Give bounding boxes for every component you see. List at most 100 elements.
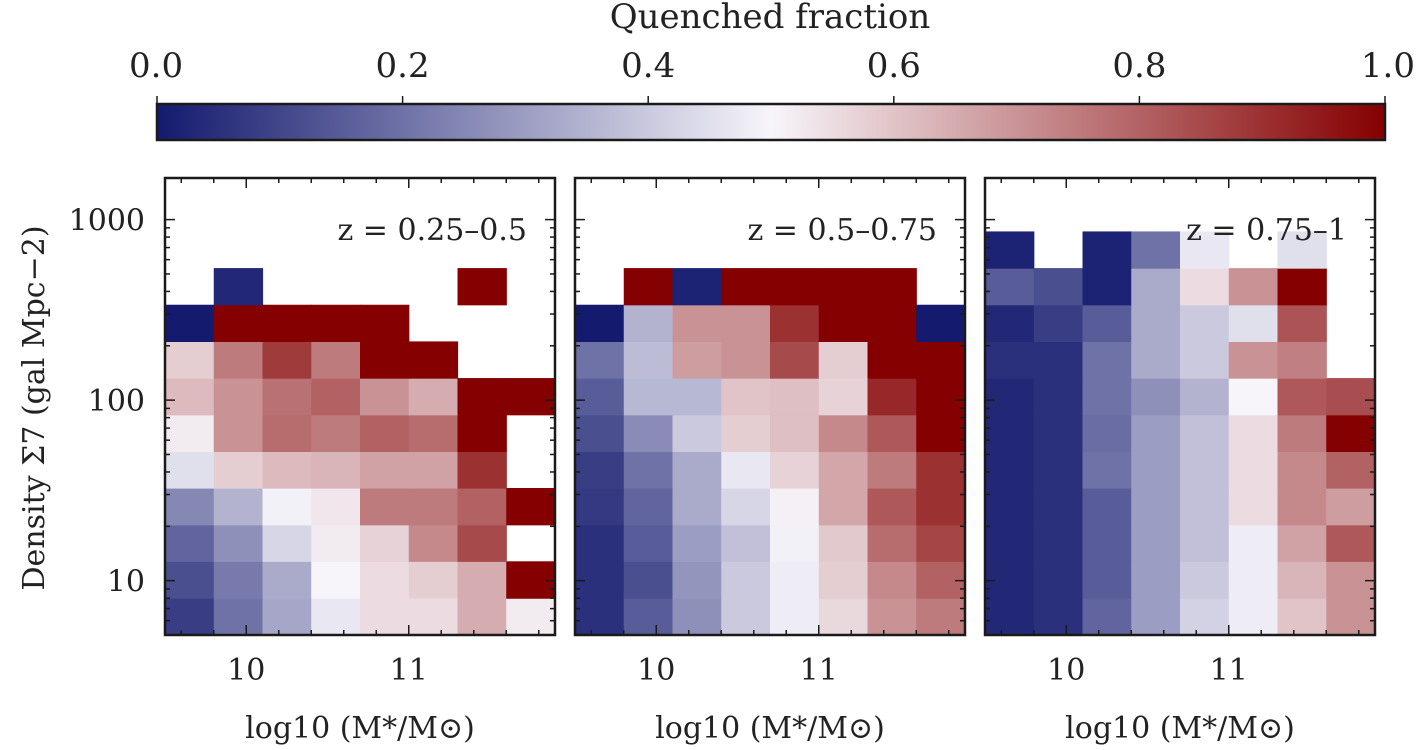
x-tick-label: 10 [1047, 653, 1085, 688]
heatmap-cell [916, 488, 966, 526]
heatmap-cell [311, 414, 361, 452]
heatmap-cell [623, 488, 674, 526]
heatmap-cell [262, 304, 312, 343]
heatmap-cell [770, 598, 820, 636]
heatmap-cell [1033, 268, 1084, 306]
heatmap-cell [721, 341, 771, 379]
heatmap-cell [1277, 414, 1327, 452]
heatmap-cell [165, 304, 215, 343]
panel-frame [573, 176, 967, 637]
y-tick-label: 100 [88, 384, 145, 419]
panel-label: z = 0.5–0.75 [747, 213, 937, 248]
heatmap-cell [506, 598, 556, 636]
x-tick-label: 10 [227, 653, 265, 688]
heatmap-cell [1326, 378, 1376, 416]
heatmap-cell [867, 378, 917, 416]
heatmap-cell [360, 488, 410, 526]
heatmap-cell [1082, 598, 1132, 636]
heatmap-cell [1180, 231, 1230, 269]
heatmap-cell [457, 561, 507, 599]
heatmap-cell [360, 451, 410, 489]
heatmap-cell [165, 414, 215, 452]
panel: 10 11 log10 (M*/M⊙) z = 0.5–0.75 [573, 176, 967, 746]
heatmap-cell [1082, 488, 1132, 526]
heatmap-cell [1033, 341, 1084, 379]
heatmap-cell [916, 378, 966, 416]
heatmap-cell [506, 378, 556, 416]
colorbar-tick-label: 0.0 [129, 46, 183, 86]
heatmap-cell [818, 561, 869, 599]
heatmap-cell [1082, 524, 1132, 562]
heatmap-cell [623, 268, 674, 306]
heatmap-cell [818, 451, 869, 489]
heatmap-cell [1180, 268, 1230, 306]
heatmap-cell [916, 451, 966, 489]
heatmap-cell [1033, 304, 1084, 343]
heatmap-cell [818, 598, 869, 636]
heatmap-cell [1277, 488, 1327, 526]
heatmap-cell [721, 488, 771, 526]
heatmap-cell [165, 451, 215, 489]
heatmap-cell [1082, 414, 1132, 452]
heatmap-cell [1180, 378, 1230, 416]
heatmap-cell [623, 304, 674, 343]
colorbar-tick-label: 0.6 [867, 46, 921, 86]
heatmap-cell [408, 488, 459, 526]
heatmap-cell [1033, 598, 1084, 636]
heatmap-cell [165, 488, 215, 526]
heatmap-cell [213, 414, 264, 452]
heatmap-cell [721, 268, 771, 306]
heatmap-cell [672, 268, 722, 306]
heatmap-cell [672, 524, 722, 562]
heatmap-cell [985, 378, 1035, 416]
x-axis-title: log10 (M*/M⊙) [655, 711, 885, 746]
heatmap-cell [721, 378, 771, 416]
heatmap-cell [575, 378, 625, 416]
heatmap-cell [457, 488, 507, 526]
heatmap-cell [818, 488, 869, 526]
heatmap-cell [575, 598, 625, 636]
heatmap-cell [1277, 268, 1327, 306]
heatmap-cell [672, 598, 722, 636]
heatmap-cell [770, 561, 820, 599]
heatmap-cell [575, 524, 625, 562]
heatmap-cell [818, 378, 869, 416]
heatmap-cell [311, 378, 361, 416]
heatmap-cell [360, 341, 410, 379]
heatmap-cell [1180, 598, 1230, 636]
heatmap-cell [408, 598, 459, 636]
heatmap-cell [770, 451, 820, 489]
heatmap-cell [262, 378, 312, 416]
x-axis-ticks: 10 11 [1000, 178, 1360, 688]
heatmap-cell [506, 488, 556, 526]
heatmap-cell [575, 341, 625, 379]
y-tick-label: 10 [107, 565, 145, 600]
y-axis-title: Density Σ7 (gal Mpc−2) [17, 225, 52, 590]
heatmap-cell [867, 451, 917, 489]
heatmap-cell [1082, 378, 1132, 416]
heatmap-cell [1082, 231, 1132, 269]
heatmap-cell [311, 341, 361, 379]
panel-frame [163, 176, 557, 637]
heatmap-cell [1277, 598, 1327, 636]
heatmap-cell [770, 268, 820, 306]
heatmap-cell [262, 524, 312, 562]
heatmap-cell [1131, 561, 1181, 599]
heatmap-cell [867, 488, 917, 526]
heatmap-cell [408, 414, 459, 452]
heatmap-cell [916, 414, 966, 452]
heatmap-cell [1082, 341, 1132, 379]
heatmap-cell [623, 561, 674, 599]
heatmap-cell [457, 378, 507, 416]
heatmap-cell [867, 524, 917, 562]
heatmap-cell [1131, 378, 1181, 416]
y-tick-label: 1000 [69, 204, 145, 239]
heatmap-cell [1277, 561, 1327, 599]
heatmap-cell [262, 341, 312, 379]
heatmap-cell [818, 341, 869, 379]
heatmap-cell [213, 378, 264, 416]
heatmap-cell [672, 304, 722, 343]
heatmap-cell [672, 414, 722, 452]
heatmap-cell [360, 378, 410, 416]
heatmap-cell [623, 378, 674, 416]
